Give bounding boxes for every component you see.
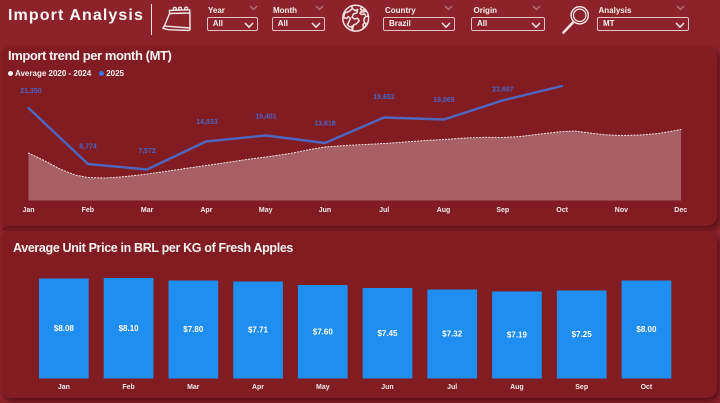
svg-text:May: May xyxy=(259,207,273,214)
svg-text:Oct: Oct xyxy=(641,384,653,391)
svg-text:$7.60: $7.60 xyxy=(313,328,334,337)
svg-text:14,033: 14,033 xyxy=(196,119,218,126)
svg-text:Sep: Sep xyxy=(496,207,509,214)
svg-text:Jan: Jan xyxy=(22,207,34,214)
svg-text:Jul: Jul xyxy=(447,384,457,391)
svg-text:Mar: Mar xyxy=(187,384,200,391)
svg-text:$8.00: $8.00 xyxy=(636,325,657,334)
svg-text:Sep: Sep xyxy=(575,384,588,391)
svg-text:Jun: Jun xyxy=(319,207,331,214)
svg-text:Feb: Feb xyxy=(82,207,94,214)
svg-text:Oct: Oct xyxy=(556,207,568,214)
svg-text:19,065: 19,065 xyxy=(433,97,455,104)
svg-text:Mar: Mar xyxy=(141,207,154,214)
svg-text:8,774: 8,774 xyxy=(79,144,97,151)
svg-text:21,350: 21,350 xyxy=(20,88,42,95)
svg-text:15,401: 15,401 xyxy=(255,114,277,121)
svg-text:Nov: Nov xyxy=(615,207,628,214)
svg-text:Aug: Aug xyxy=(510,384,524,391)
svg-text:$8.08: $8.08 xyxy=(54,324,75,333)
svg-text:Apr: Apr xyxy=(252,384,264,391)
svg-text:Feb: Feb xyxy=(122,384,134,391)
svg-text:$7.45: $7.45 xyxy=(377,329,398,338)
svg-text:$7.32: $7.32 xyxy=(442,330,463,339)
svg-text:$7.19: $7.19 xyxy=(507,331,528,340)
svg-text:$7.71: $7.71 xyxy=(248,326,269,335)
svg-text:May: May xyxy=(316,384,330,391)
svg-text:Dec: Dec xyxy=(674,207,687,214)
svg-text:$7.25: $7.25 xyxy=(572,330,593,339)
svg-text:Aug: Aug xyxy=(437,207,451,214)
svg-text:7,572: 7,572 xyxy=(138,148,156,155)
svg-text:Jul: Jul xyxy=(379,207,389,214)
svg-text:23,607: 23,607 xyxy=(492,87,514,94)
svg-text:$8.10: $8.10 xyxy=(119,324,140,333)
svg-text:Apr: Apr xyxy=(200,207,212,214)
svg-text:Jan: Jan xyxy=(58,384,70,391)
svg-text:Jun: Jun xyxy=(381,384,393,391)
svg-text:13,618: 13,618 xyxy=(314,121,336,128)
svg-text:$7.80: $7.80 xyxy=(183,325,204,334)
svg-text:19,652: 19,652 xyxy=(373,94,395,101)
